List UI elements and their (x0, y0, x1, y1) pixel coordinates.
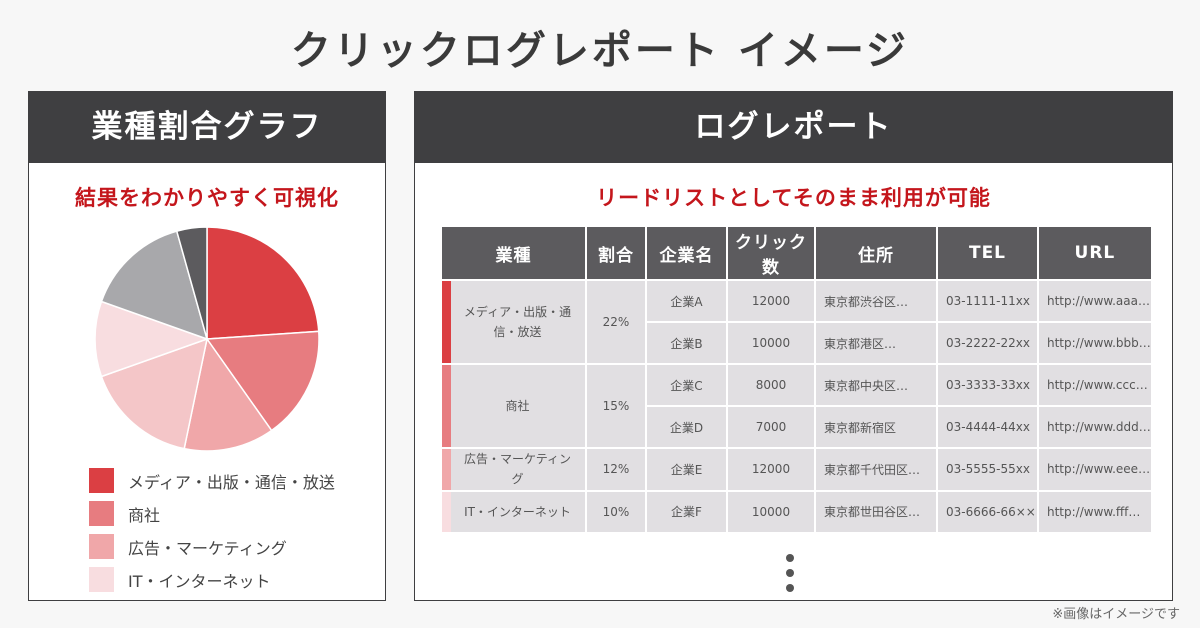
legend-label: IT・インターネット (128, 571, 271, 591)
cell-tel: 03-1111-11xx (938, 281, 1037, 321)
report-panel-subtitle: リードリストとしてそのまま利用が可能 (596, 186, 991, 210)
legend-item: メディア・出版・通信・放送 (89, 464, 335, 497)
cell-company: 企業C (647, 365, 726, 405)
cell-url: http://www.ccc… (1039, 365, 1151, 405)
header-industry: 業種 (442, 227, 585, 279)
chart-legend: メディア・出版・通信・放送 商社広告・マーケティング IT・インターネット (89, 464, 335, 596)
header-tel: TEL (938, 227, 1037, 279)
cell-ratio: 10% (587, 491, 645, 532)
legend-swatch (89, 567, 114, 592)
cell-company: 企業B (647, 323, 726, 363)
cell-url: http://www.ddd… (1039, 407, 1151, 447)
chart-panel-subtitle: 結果をわかりやすく可視化 (75, 186, 339, 210)
legend-item: IT・インターネット (89, 563, 335, 596)
cell-tel: 03-5555-55xx (938, 449, 1037, 490)
header-url: URL (1039, 227, 1151, 279)
header-ratio: 割合 (587, 227, 645, 279)
cell-clicks: 12000 (728, 449, 814, 490)
industry-label: 広告・マーケティング (463, 452, 572, 487)
pie-slice-4 (94, 300, 210, 378)
cell-clicks: 7000 (728, 407, 814, 447)
table-row: 企業B 10000 東京都港区… 03-2222-22xx http://www.bbb… (442, 323, 1151, 363)
cell-url: http://www.fff… (1039, 491, 1151, 532)
cell-company: 企業A (647, 281, 726, 321)
cell-industry: 広告・マーケティング (442, 449, 585, 490)
pie-slice-1 (205, 330, 320, 432)
cell-clicks: 12000 (728, 281, 814, 321)
cell-clicks: 10000 (728, 323, 814, 363)
report-panel-title: ログレポート (415, 92, 1172, 163)
pie-slice-5 (100, 230, 209, 341)
table-row: 商社 15% 企業C 8000 東京都中央区… 03-3333-33xx http://ww… (442, 365, 1151, 447)
cell-tel: 03-2222-22xx (938, 323, 1037, 363)
pie-slice-3 (100, 337, 209, 450)
ellipsis-dot (786, 584, 794, 592)
chart-panel-title: 業種割合グラフ (29, 92, 385, 163)
cell-ratio: 12% (587, 449, 645, 490)
legend-swatch (89, 468, 114, 493)
cell-url: http://www.eee… (1039, 449, 1151, 490)
header-address: 住所 (816, 227, 936, 279)
industry-color-bar (442, 365, 451, 447)
pie-slice-0 (206, 226, 320, 340)
log-report-panel: ログレポート リードリストとしてそのまま利用が可能 業種 割合 企業名 クリック… (414, 91, 1173, 601)
cell-industry: メディア・出版・通信・放送 (442, 281, 585, 363)
cell-clicks: 10000 (728, 491, 814, 532)
industry-color-bar (442, 449, 451, 490)
legend-label: 広告・マーケティング (128, 538, 287, 558)
legend-swatch (89, 534, 114, 559)
industry-chart-panel: 業種割合グラフ 結果をわかりやすく可視化 メディア・出版・通信・放送 商社広告・マ… (28, 91, 386, 601)
table-row: IT・インターネット 10% 企業F 10000 東京都世田谷区… 03-6666-66×… (442, 491, 1151, 532)
industry-label: 商社 (505, 398, 530, 413)
cell-tel: 03-3333-33xx (938, 365, 1037, 405)
table-body: メディア・出版・通信・放送 22% 企業A 12000 東京都渋谷区… 03-1111-1… (442, 281, 1151, 532)
table-row: 広告・マーケティング 12% 企業E 12000 東京都千代田区… 03-5555-55x… (442, 449, 1151, 490)
cell-industry: 商社 (442, 365, 585, 447)
cell-address: 東京都千代田区… (816, 449, 936, 490)
table-row: メディア・出版・通信・放送 22% 企業A 12000 東京都渋谷区… 03-1111-1… (442, 281, 1151, 363)
legend-item: 商社 (89, 497, 335, 530)
legend-label: メディア・出版・通信・放送 (128, 472, 335, 492)
industry-label: メディア・出版・通信・放送 (463, 304, 572, 339)
cell-clicks: 8000 (728, 365, 814, 405)
image-footnote: ※画像はイメージです (1052, 607, 1180, 622)
table-row: 企業D 7000 東京都新宿区 03-4444-44xx http://www.ddd… (442, 407, 1151, 447)
legend-swatch (89, 501, 114, 526)
cell-industry: IT・インターネット (442, 491, 585, 532)
cell-company: 企業F (647, 491, 726, 532)
cell-tel: 03-4444-44xx (938, 407, 1037, 447)
table-header-row: 業種 割合 企業名 クリック数 住所 TEL URL (442, 227, 1151, 279)
header-clicks: クリック数 (728, 227, 814, 279)
cell-company: 企業D (647, 407, 726, 447)
ellipsis-dot (786, 554, 794, 562)
cell-url: http://www.aaa… (1039, 281, 1151, 321)
cell-tel: 03-6666-66×× (938, 491, 1037, 532)
cell-ratio: 22% (587, 281, 645, 363)
cell-company: 企業E (647, 449, 726, 490)
more-rows-indicator (786, 554, 794, 599)
cell-address: 東京都世田谷区… (816, 491, 936, 532)
page-title: クリックログレポート イメージ (290, 28, 910, 74)
cell-address: 東京都新宿区 (816, 407, 936, 447)
cell-ratio: 15% (587, 365, 645, 447)
industry-color-bar (442, 281, 451, 363)
log-report-table: 業種 割合 企業名 クリック数 住所 TEL URL メディア・出版・通信・放送… (440, 225, 1153, 534)
cell-address: 東京都港区… (816, 323, 936, 363)
legend-label: 商社 (128, 505, 161, 525)
pie-slice-2 (183, 337, 273, 452)
cell-address: 東京都中央区… (816, 365, 936, 405)
header-company: 企業名 (647, 227, 726, 279)
industry-label: IT・インターネット (464, 504, 571, 519)
ellipsis-dot (786, 569, 794, 577)
cell-address: 東京都渋谷区… (816, 281, 936, 321)
cell-url: http://www.bbb… (1039, 323, 1151, 363)
industry-pie-chart (94, 226, 320, 452)
legend-item: 広告・マーケティング (89, 530, 335, 563)
pie-slice-6 (175, 226, 208, 340)
industry-color-bar (442, 491, 451, 532)
